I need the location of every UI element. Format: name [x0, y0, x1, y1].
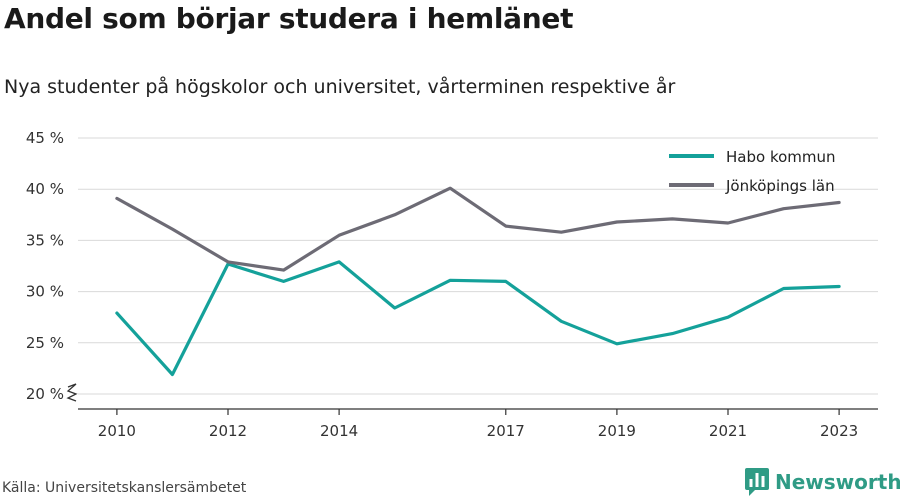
x-tick-label: 2017	[487, 422, 525, 440]
brand-logo: Newsworthy	[745, 467, 900, 497]
y-tick-label: 30 %	[26, 283, 64, 301]
y-tick-label: 35 %	[26, 231, 64, 249]
y-tick-label: 20 %	[26, 385, 64, 403]
line-chart: 20 %25 %30 %35 %40 %45 % 2010 2012 2014 201…	[26, 129, 878, 440]
brand-name: Newsworthy	[775, 470, 900, 494]
series-lines	[115, 186, 841, 377]
bar-chart-icon	[745, 468, 769, 496]
y-tick-label: 25 %	[26, 334, 64, 352]
gridlines	[78, 137, 878, 395]
chart-title: Andel som börjar studera i hemlänet	[4, 2, 574, 35]
x-tick-label: 2014	[320, 422, 358, 440]
y-tick-label: 45 %	[26, 129, 64, 147]
y-axis-tick-labels: 20 % 25 % 30 % 35 % 40 % 45 %	[26, 129, 78, 403]
legend-label: Jönköpings län	[725, 177, 835, 195]
x-tick-label: 2023	[820, 422, 858, 440]
source-note: Källa: Universitetskanslersämbetet	[2, 480, 247, 496]
series-line-habo-kommun	[115, 260, 841, 377]
y-tick-label: 40 %	[26, 180, 64, 198]
x-tick-label: 2012	[209, 422, 247, 440]
x-tick-label: 2019	[598, 422, 636, 440]
axis-break-mark	[66, 383, 78, 402]
x-tick-label: 2010	[98, 422, 136, 440]
series-line-jönköpings-län	[115, 186, 841, 272]
legend-label: Habo kommun	[726, 148, 836, 166]
legend: Habo kommun Jönköpings län	[669, 148, 836, 195]
x-tick-label: 2021	[709, 422, 747, 440]
x-axis: 2010 2012 2014 2017 2019 2021 2023	[78, 408, 878, 440]
chart-subtitle: Nya studenter på högskolor och universit…	[4, 76, 676, 98]
